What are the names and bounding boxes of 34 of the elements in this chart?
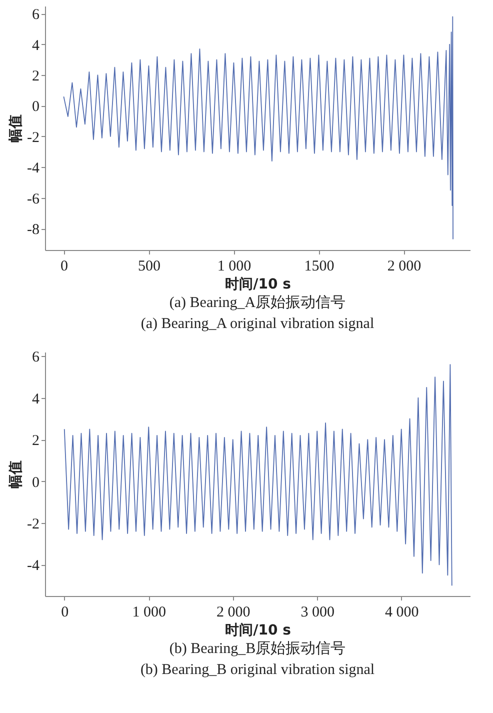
text: (b) Bearing_B original vibration signal	[140, 662, 375, 678]
y-tick-label: 0	[32, 474, 40, 491]
x-tick-label: 1 000	[217, 258, 252, 274]
y-tick-label: -8	[27, 222, 40, 238]
y-tick-label: 0	[32, 99, 40, 116]
x-tick-label: 500	[138, 258, 160, 274]
line-series	[63, 16, 454, 240]
x-tick-label: 1500	[304, 258, 334, 274]
line-series	[64, 364, 452, 586]
x-axis-title: 时间/10 s	[225, 276, 291, 292]
y-tick-label: -6	[27, 191, 40, 208]
y-tick-label: 6	[32, 350, 40, 366]
x-tick-label: 0	[60, 258, 68, 274]
y-tick-label: 4	[32, 38, 40, 54]
text: (a) Bearing_A original vibration signal	[140, 316, 374, 332]
x-tick-label: 0	[61, 604, 69, 620]
text: (b) Bearing_B原始振动信号	[169, 640, 346, 657]
x-tick-label: 3 000	[300, 604, 334, 620]
y-tick-label: 2	[32, 68, 40, 85]
y-axis-title: 幅值	[8, 114, 24, 142]
y-tick-label: -2	[27, 130, 40, 146]
x-tick-label: 1 000	[132, 604, 166, 620]
y-tick-label: -4	[27, 160, 40, 177]
y-tick-label: 4	[32, 391, 40, 408]
x-axis-title: 时间/10 s	[225, 622, 291, 638]
y-tick-label: -2	[27, 516, 40, 533]
x-tick-label: 2 000	[216, 604, 250, 620]
text: (a) Bearing_A原始振动信号	[169, 294, 346, 311]
x-tick-label: 2 000	[387, 258, 422, 274]
y-tick-label: 2	[32, 433, 40, 450]
x-tick-label: 4 000	[384, 604, 419, 620]
y-tick-label: 6	[32, 7, 40, 24]
y-axis-title: 幅值	[8, 460, 24, 488]
y-tick-label: -4	[27, 558, 40, 574]
